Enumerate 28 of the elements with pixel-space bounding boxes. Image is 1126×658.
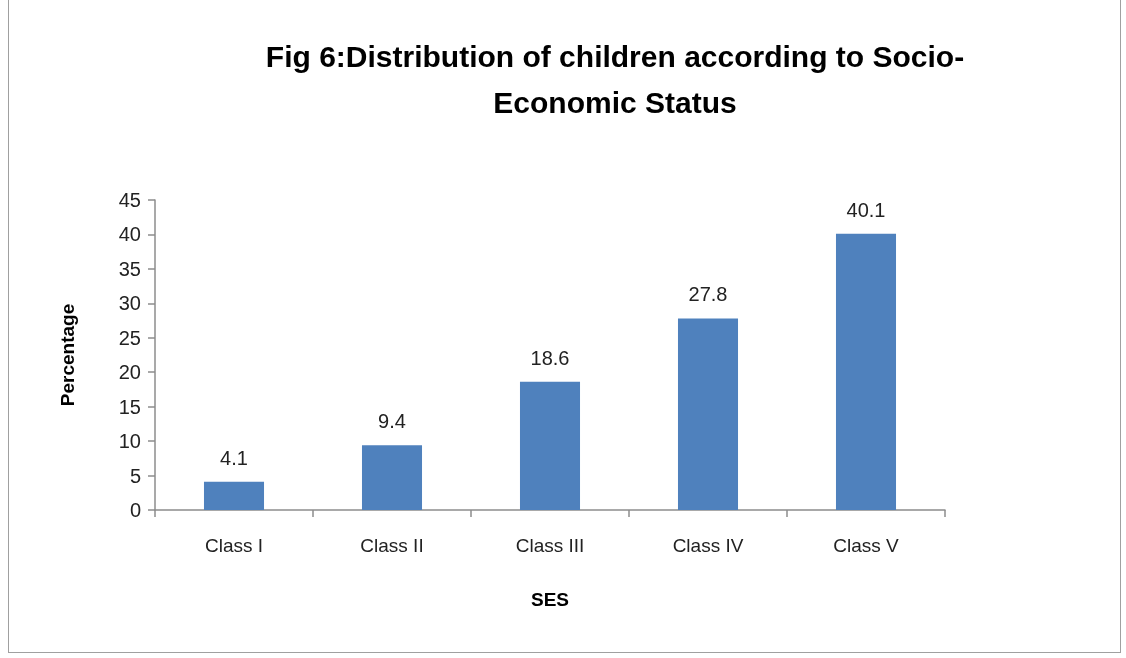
data-label: 18.6 xyxy=(530,346,570,369)
y-tick-label: 0 xyxy=(129,499,141,521)
bar xyxy=(835,233,897,510)
data-label: 9.4 xyxy=(378,410,406,433)
y-tick-label: 15 xyxy=(118,395,141,418)
y-axis-title: Percentage xyxy=(57,303,78,407)
y-tick-label: 5 xyxy=(129,464,141,487)
y-tick-label: 30 xyxy=(118,292,141,315)
bar xyxy=(519,381,581,510)
x-tick-label: Class II xyxy=(360,535,424,556)
x-tick-label: Class IV xyxy=(672,535,744,556)
y-tick-label: 10 xyxy=(118,430,141,453)
y-tick-label: 25 xyxy=(118,326,141,349)
data-label: 40.1 xyxy=(846,198,886,221)
x-tick-label: Class I xyxy=(204,535,264,556)
bar xyxy=(361,445,423,510)
bar xyxy=(677,318,739,510)
data-label: 4.1 xyxy=(220,446,248,469)
chart-title: Fig 6:Distribution of children according to Socio-Economic Status xyxy=(264,39,966,121)
y-tick-label: 40 xyxy=(118,223,141,246)
data-label: 27.8 xyxy=(688,283,728,306)
y-tick-label: 20 xyxy=(118,361,141,384)
y-tick-label: 35 xyxy=(118,257,141,280)
x-axis-title: SES xyxy=(530,589,570,610)
x-tick-label: Class V xyxy=(833,535,900,556)
bar xyxy=(203,481,265,510)
x-tick-label: Class III xyxy=(515,535,585,556)
y-tick-label: 45 xyxy=(118,189,141,211)
